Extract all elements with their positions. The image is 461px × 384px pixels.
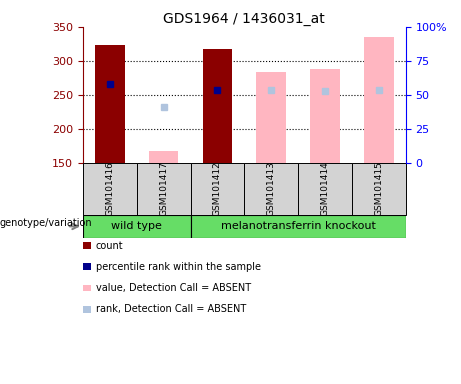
Text: GSM101413: GSM101413 <box>267 162 276 217</box>
Bar <box>190 215 406 238</box>
Text: GSM101416: GSM101416 <box>106 162 114 217</box>
Bar <box>352 164 406 215</box>
Bar <box>137 164 190 215</box>
Bar <box>95 45 124 164</box>
Text: wild type: wild type <box>111 221 162 231</box>
Text: genotype/variation: genotype/variation <box>0 217 93 227</box>
Text: GSM101417: GSM101417 <box>159 162 168 217</box>
Bar <box>149 151 178 164</box>
Text: rank, Detection Call = ABSENT: rank, Detection Call = ABSENT <box>96 304 246 314</box>
Text: percentile rank within the sample: percentile rank within the sample <box>96 262 261 272</box>
Bar <box>190 164 244 215</box>
Bar <box>364 37 394 164</box>
Text: GSM101412: GSM101412 <box>213 162 222 217</box>
Bar <box>83 164 137 215</box>
Bar <box>298 164 352 215</box>
Title: GDS1964 / 1436031_at: GDS1964 / 1436031_at <box>164 12 325 26</box>
Text: GSM101414: GSM101414 <box>320 162 330 217</box>
Text: melanotransferrin knockout: melanotransferrin knockout <box>221 221 376 231</box>
Text: value, Detection Call = ABSENT: value, Detection Call = ABSENT <box>96 283 251 293</box>
Bar <box>203 49 232 164</box>
Bar <box>310 68 340 164</box>
Bar <box>256 72 286 164</box>
Text: count: count <box>96 241 124 251</box>
Bar <box>83 215 190 238</box>
Text: GSM101415: GSM101415 <box>374 162 383 217</box>
Bar <box>244 164 298 215</box>
